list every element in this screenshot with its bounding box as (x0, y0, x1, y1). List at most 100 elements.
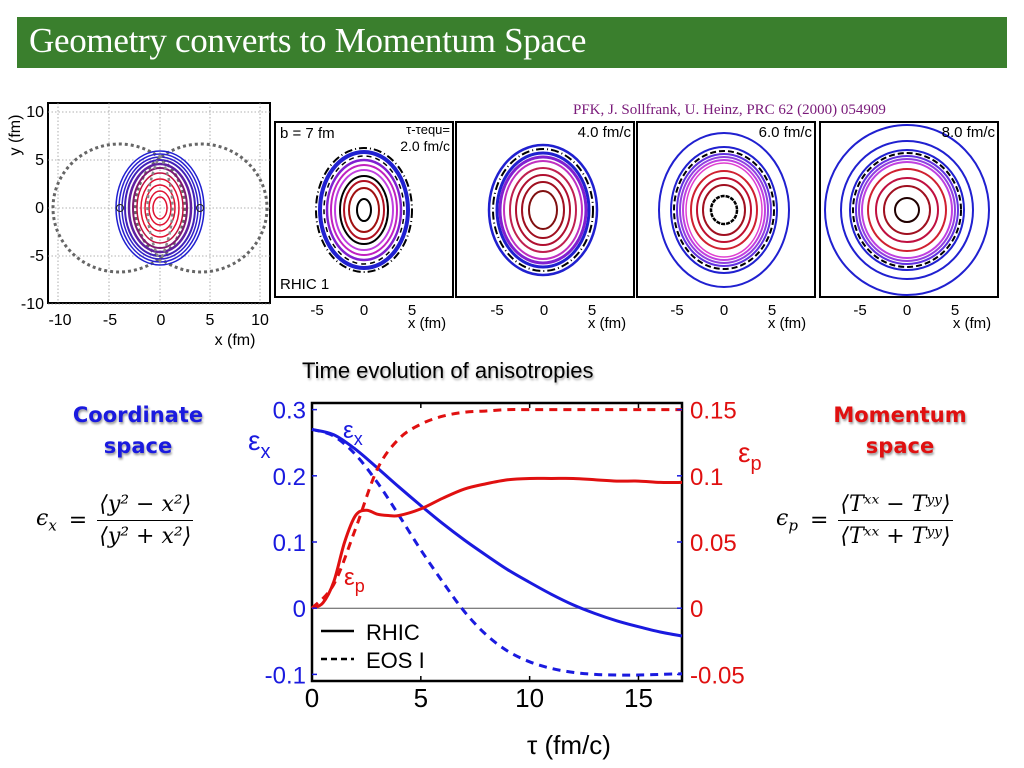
impact-parameter-label: b = 7 fm (280, 125, 335, 142)
x-axis-label: x (fm) (408, 315, 446, 332)
formula-lhs: ϵp (776, 506, 798, 534)
ytick-right: 0.15 (690, 398, 737, 425)
y-axis-label-left: εx (248, 425, 270, 463)
nucleus-outlines (51, 142, 269, 274)
x-ticks: -5 0 5 (853, 302, 959, 319)
ytick: 0 (35, 200, 44, 217)
heading-line: Momentum (833, 403, 967, 427)
xtick: -5 (853, 302, 866, 319)
equals-sign: = (68, 508, 88, 533)
y-axis-label: y (fm) (7, 115, 24, 156)
legend-label-eos: EOS I (366, 648, 425, 673)
contours (824, 124, 990, 296)
x-ticks: -5 0 5 (490, 302, 596, 319)
panel-frame (636, 121, 816, 298)
snapshot-panel-3: 6.0 fm/c -5 0 5 x (fm) (636, 121, 816, 332)
formula-lhs: ϵx (36, 506, 57, 534)
momentum-space-heading: Momentum space (810, 400, 990, 462)
numerator: ⟨Tˣˣ − Tʸʸ⟩ (838, 492, 953, 521)
momentum-formula: ϵp = ⟨Tˣˣ − Tʸʸ⟩ ⟨Tˣˣ + Tʸʸ⟩ (776, 492, 953, 549)
denominator: ⟨Tˣˣ + Tʸʸ⟩ (840, 524, 951, 549)
time-label: 2.0 fm/c (400, 138, 450, 154)
series-line--x-rhic (311, 428, 683, 638)
heading-line: space (103, 434, 173, 458)
epsilon-symbol: ϵ (776, 506, 789, 532)
xtick: 10 (515, 683, 544, 713)
xtick: 5 (951, 302, 959, 319)
contours (487, 143, 599, 277)
right-tick-labels: 0.15 0.1 0.05 0 -0.05 (690, 398, 745, 690)
snapshot-panel-4: 8.0 fm/c -5 0 5 x (fm) (819, 121, 999, 332)
snapshot-panel-1: b = 7 fm τ-τequ= 2.0 fm/c RHIC 1 -5 0 5 … (274, 121, 454, 332)
time-label: 6.0 fm/c (759, 124, 813, 141)
xtick: 0 (157, 312, 166, 329)
xtick: -10 (48, 312, 71, 329)
x-ticks: -10 -5 0 5 10 (48, 312, 269, 329)
xtick: -5 (103, 312, 117, 329)
legend: RHIC EOS I (321, 620, 425, 673)
x-axis-label: x (fm) (588, 315, 626, 332)
contours (315, 147, 413, 273)
x-tick-labels: 0 5 10 15 (305, 683, 653, 713)
ticks-layer (311, 403, 682, 681)
x-ticks: -5 0 5 (670, 302, 776, 319)
xtick: 0 (720, 302, 728, 319)
ytick: -5 (30, 248, 44, 265)
ytick-left: 0.3 (273, 398, 306, 425)
ytick-right: 0.05 (690, 530, 737, 557)
ytick: 5 (35, 152, 44, 169)
snapshot-panel-2: 4.0 fm/c -5 0 5 x (fm) (455, 121, 635, 332)
annotation-epsilon-x: εx (343, 417, 363, 449)
denominator: ⟨y² + x²⟩ (99, 524, 192, 549)
ytick: 10 (26, 104, 44, 121)
x-axis-label: x (fm) (215, 332, 256, 349)
y-ticks: 10 5 0 -5 -10 (21, 104, 44, 313)
equals-sign: = (809, 508, 829, 533)
overlap-outline (146, 152, 174, 264)
series-line--p-eos-i (310, 408, 682, 610)
ytick-left: 0.2 (273, 464, 306, 491)
ytick-left: -0.1 (265, 662, 306, 689)
xtick: 5 (408, 302, 416, 319)
series-line--p-rhic (311, 476, 683, 610)
x-axis-label: x (fm) (768, 315, 806, 332)
chart-title: Time evolution of anisotropies (302, 358, 594, 383)
ytick-right: -0.05 (690, 662, 745, 689)
title-bar: Geometry converts to Momentum Space (17, 17, 1007, 68)
xtick: 5 (768, 302, 776, 319)
legend-label-rhic: RHIC (366, 620, 420, 645)
xtick: 5 (206, 312, 215, 329)
time-label: 4.0 fm/c (578, 124, 632, 141)
coordinate-space-heading: Coordinate space (48, 400, 228, 462)
xtick: 0 (903, 302, 911, 319)
xtick: -5 (490, 302, 503, 319)
plot-frame (47, 102, 271, 304)
xtick: 0 (305, 683, 319, 713)
ytick-right: 0.1 (690, 464, 723, 491)
left-tick-labels: 0.3 0.2 0.1 0 -0.1 (265, 398, 306, 690)
xtick: 5 (414, 683, 428, 713)
x-axis-label: τ (fm/c) (527, 730, 611, 760)
x-ticks: -5 0 5 (310, 302, 416, 319)
coordinate-formula: ϵx = ⟨y² − x²⟩ ⟨y² + x²⟩ (36, 492, 194, 549)
xtick: 15 (624, 683, 653, 713)
subscript: p (788, 516, 798, 535)
annotation-epsilon-p: εp (344, 564, 365, 596)
heading-line: Coordinate (72, 403, 204, 427)
epsilon-symbol: ϵ (36, 506, 49, 532)
contours (658, 132, 790, 288)
ytick-left: 0.1 (273, 530, 306, 557)
ytick-left: 0 (293, 596, 306, 623)
initial-geometry-plot: 10 5 0 -5 -10 -10 -5 0 5 10 x (fm) y (fm… (7, 102, 271, 349)
time-label: 8.0 fm/c (942, 124, 996, 141)
xtick: 5 (588, 302, 596, 319)
xtick: 0 (540, 302, 548, 319)
numerator: ⟨y² − x²⟩ (97, 492, 194, 521)
time-label-line1: τ-τequ= (406, 122, 450, 137)
xtick: -5 (670, 302, 683, 319)
slide-title: Geometry converts to Momentum Space (29, 21, 587, 60)
citation: PFK, J. Sollfrank, U. Heinz, PRC 62 (200… (573, 102, 886, 118)
xtick: -5 (310, 302, 323, 319)
xtick: 10 (251, 312, 269, 329)
